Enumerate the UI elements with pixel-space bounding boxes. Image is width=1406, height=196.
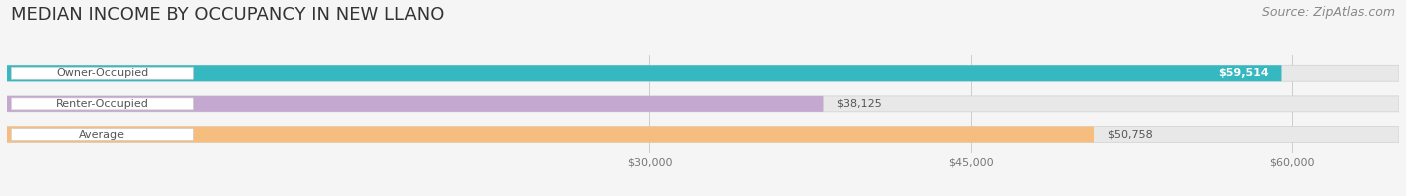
FancyBboxPatch shape [7,127,1094,142]
FancyBboxPatch shape [11,98,194,110]
Text: $38,125: $38,125 [837,99,882,109]
Text: $50,758: $50,758 [1107,130,1153,140]
Text: $59,514: $59,514 [1218,68,1268,78]
Text: Renter-Occupied: Renter-Occupied [56,99,149,109]
FancyBboxPatch shape [11,129,194,141]
Text: Source: ZipAtlas.com: Source: ZipAtlas.com [1261,6,1395,19]
Text: MEDIAN INCOME BY OCCUPANCY IN NEW LLANO: MEDIAN INCOME BY OCCUPANCY IN NEW LLANO [11,6,444,24]
FancyBboxPatch shape [7,65,1399,81]
FancyBboxPatch shape [11,67,194,79]
FancyBboxPatch shape [7,65,1281,81]
FancyBboxPatch shape [7,96,1399,112]
FancyBboxPatch shape [7,127,1399,142]
Text: Average: Average [79,130,125,140]
Text: Owner-Occupied: Owner-Occupied [56,68,149,78]
FancyBboxPatch shape [7,96,824,112]
